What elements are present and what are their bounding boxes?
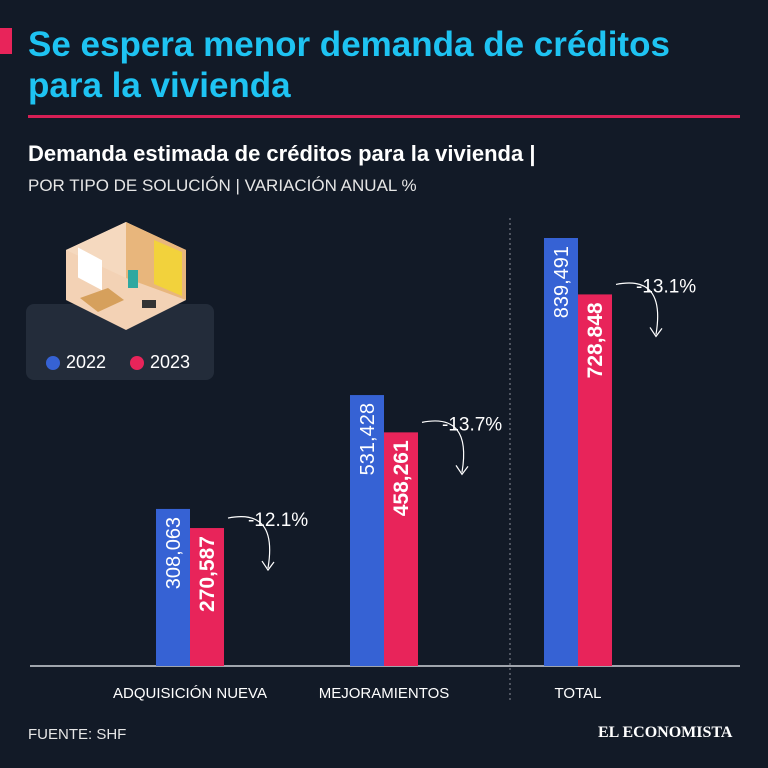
variation-arrow — [227, 516, 271, 569]
variation-arrow — [615, 282, 659, 335]
data-label-2023: 270,587 — [196, 536, 219, 612]
variation-arrow — [421, 420, 465, 473]
bar-2022 — [156, 508, 190, 666]
page-title: Se espera menor demanda de créditos para… — [28, 25, 670, 105]
variation-arrowhead — [455, 465, 469, 476]
variation-label: -13.1% — [636, 276, 696, 297]
category-label: ADQUISICIÓN NUEVA — [113, 685, 267, 702]
category-label: MEJORAMIENTOS — [319, 685, 450, 702]
chart-subtitle-2: POR TIPO DE SOLUCIÓN | VARIACIÓN ANUAL % — [28, 176, 417, 195]
data-label-2023: 728,848 — [584, 302, 607, 378]
bar-2022 — [544, 238, 578, 666]
variation-label: -12.1% — [248, 510, 308, 531]
data-label-2022: 531,428 — [357, 403, 379, 475]
category-label: TOTAL — [555, 685, 602, 702]
data-label-2022: 839,491 — [551, 246, 573, 318]
data-label-2022: 308,063 — [163, 517, 185, 589]
bar-2023 — [384, 432, 418, 666]
variation-arrowhead — [649, 327, 663, 338]
variation-arrowhead — [261, 560, 275, 572]
bar-2022 — [350, 395, 384, 666]
bar-2023 — [578, 294, 612, 666]
room-renovation-illustration-icon — [66, 222, 186, 330]
legend-2023-label: 2023 — [150, 352, 191, 372]
chart-subtitle: Demanda estimada de créditos para la viv… — [28, 141, 536, 166]
legend-2022-label: 2022 — [66, 352, 107, 372]
source-note: FUENTE: SHF — [28, 726, 127, 743]
variation-label: -13.7% — [442, 414, 502, 435]
data-label-2023: 458,261 — [390, 440, 413, 516]
title-divider — [28, 115, 740, 118]
bar-2023 — [190, 528, 224, 666]
accent-bar — [0, 28, 12, 54]
legend-2023-swatch — [130, 356, 144, 370]
legend-2022-swatch — [46, 356, 60, 370]
brand-logo: EL ECONOMISTA — [598, 724, 733, 741]
